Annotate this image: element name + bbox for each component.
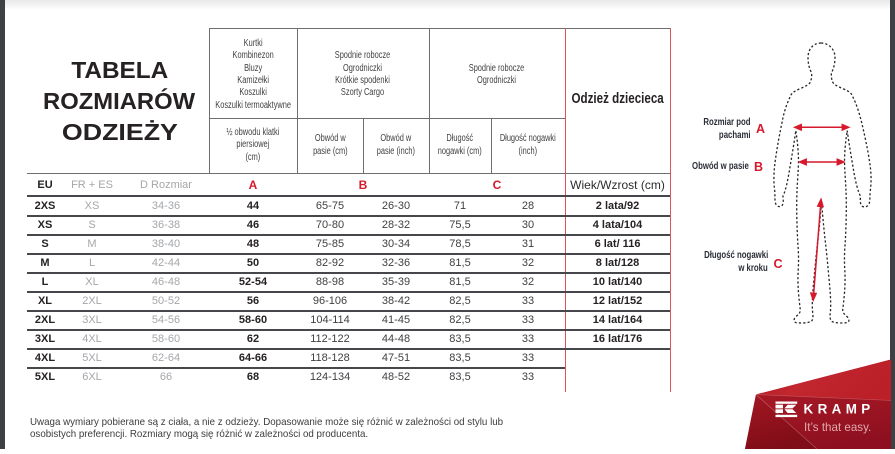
svg-text:It’s that easy.: It’s that easy. bbox=[804, 421, 871, 434]
svg-text:KRAMP: KRAMP bbox=[804, 401, 875, 416]
